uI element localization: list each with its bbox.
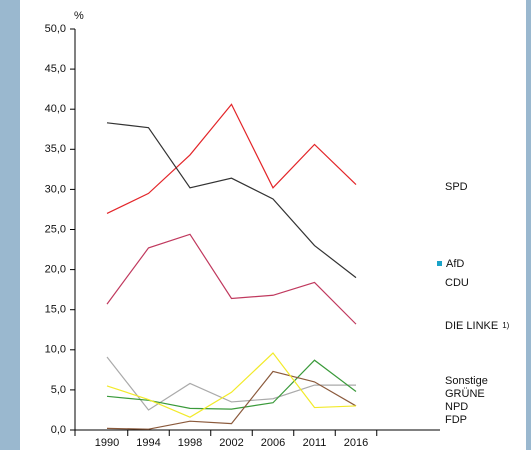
series-point xyxy=(437,261,442,266)
series-name: AfD xyxy=(446,258,464,270)
series-line xyxy=(106,103,357,215)
y-tick-label: 25,0 xyxy=(45,223,66,235)
x-tick-label: 2002 xyxy=(219,437,243,449)
series-line xyxy=(106,370,357,430)
y-tick-label: 10,0 xyxy=(45,344,66,356)
series-label: DIE LINKE 1) xyxy=(445,320,510,332)
series-label: FDP xyxy=(445,414,467,426)
y-tick-label: 30,0 xyxy=(45,183,66,195)
series-label: Sonstige xyxy=(445,375,488,387)
y-tick-label: 15,0 xyxy=(45,304,66,316)
series-label: GRÜNE xyxy=(445,388,485,400)
x-tick-label: 1998 xyxy=(178,437,202,449)
series-name: NPD xyxy=(445,401,468,413)
series-line xyxy=(106,122,357,279)
series-label: AfD xyxy=(446,258,464,270)
series-name: FDP xyxy=(445,414,467,426)
panel xyxy=(20,0,526,450)
x-tick-label: 2011 xyxy=(303,437,327,449)
x-tick-label: 2016 xyxy=(344,437,368,449)
series-note: 1) xyxy=(502,321,509,330)
y-tick-label: 20,0 xyxy=(45,264,66,276)
series-label: NPD xyxy=(445,401,468,413)
y-tick-label: 5,0 xyxy=(51,384,66,396)
series-label: SPD xyxy=(445,181,468,193)
y-tick-label: 45,0 xyxy=(45,63,66,75)
series-label: CDU xyxy=(445,277,469,289)
series-line xyxy=(106,359,357,410)
series-name: GRÜNE xyxy=(445,388,485,400)
y-axis-label: % xyxy=(74,10,84,22)
y-tick-label: 50,0 xyxy=(45,23,66,35)
x-tick-label: 1990 xyxy=(95,437,119,449)
series-line xyxy=(106,233,357,325)
y-tick-label: 0,0 xyxy=(51,424,66,436)
y-tick-label: 35,0 xyxy=(45,143,66,155)
series-name: Sonstige xyxy=(445,375,488,387)
series-name: CDU xyxy=(445,277,469,289)
series-name: DIE LINKE xyxy=(445,320,498,332)
series-line xyxy=(106,356,356,411)
x-tick-label: 1994 xyxy=(136,437,160,449)
y-tick-label: 40,0 xyxy=(45,103,66,115)
series-line xyxy=(106,352,357,418)
x-tick-label: 2006 xyxy=(261,437,285,449)
series-name: SPD xyxy=(445,181,468,193)
